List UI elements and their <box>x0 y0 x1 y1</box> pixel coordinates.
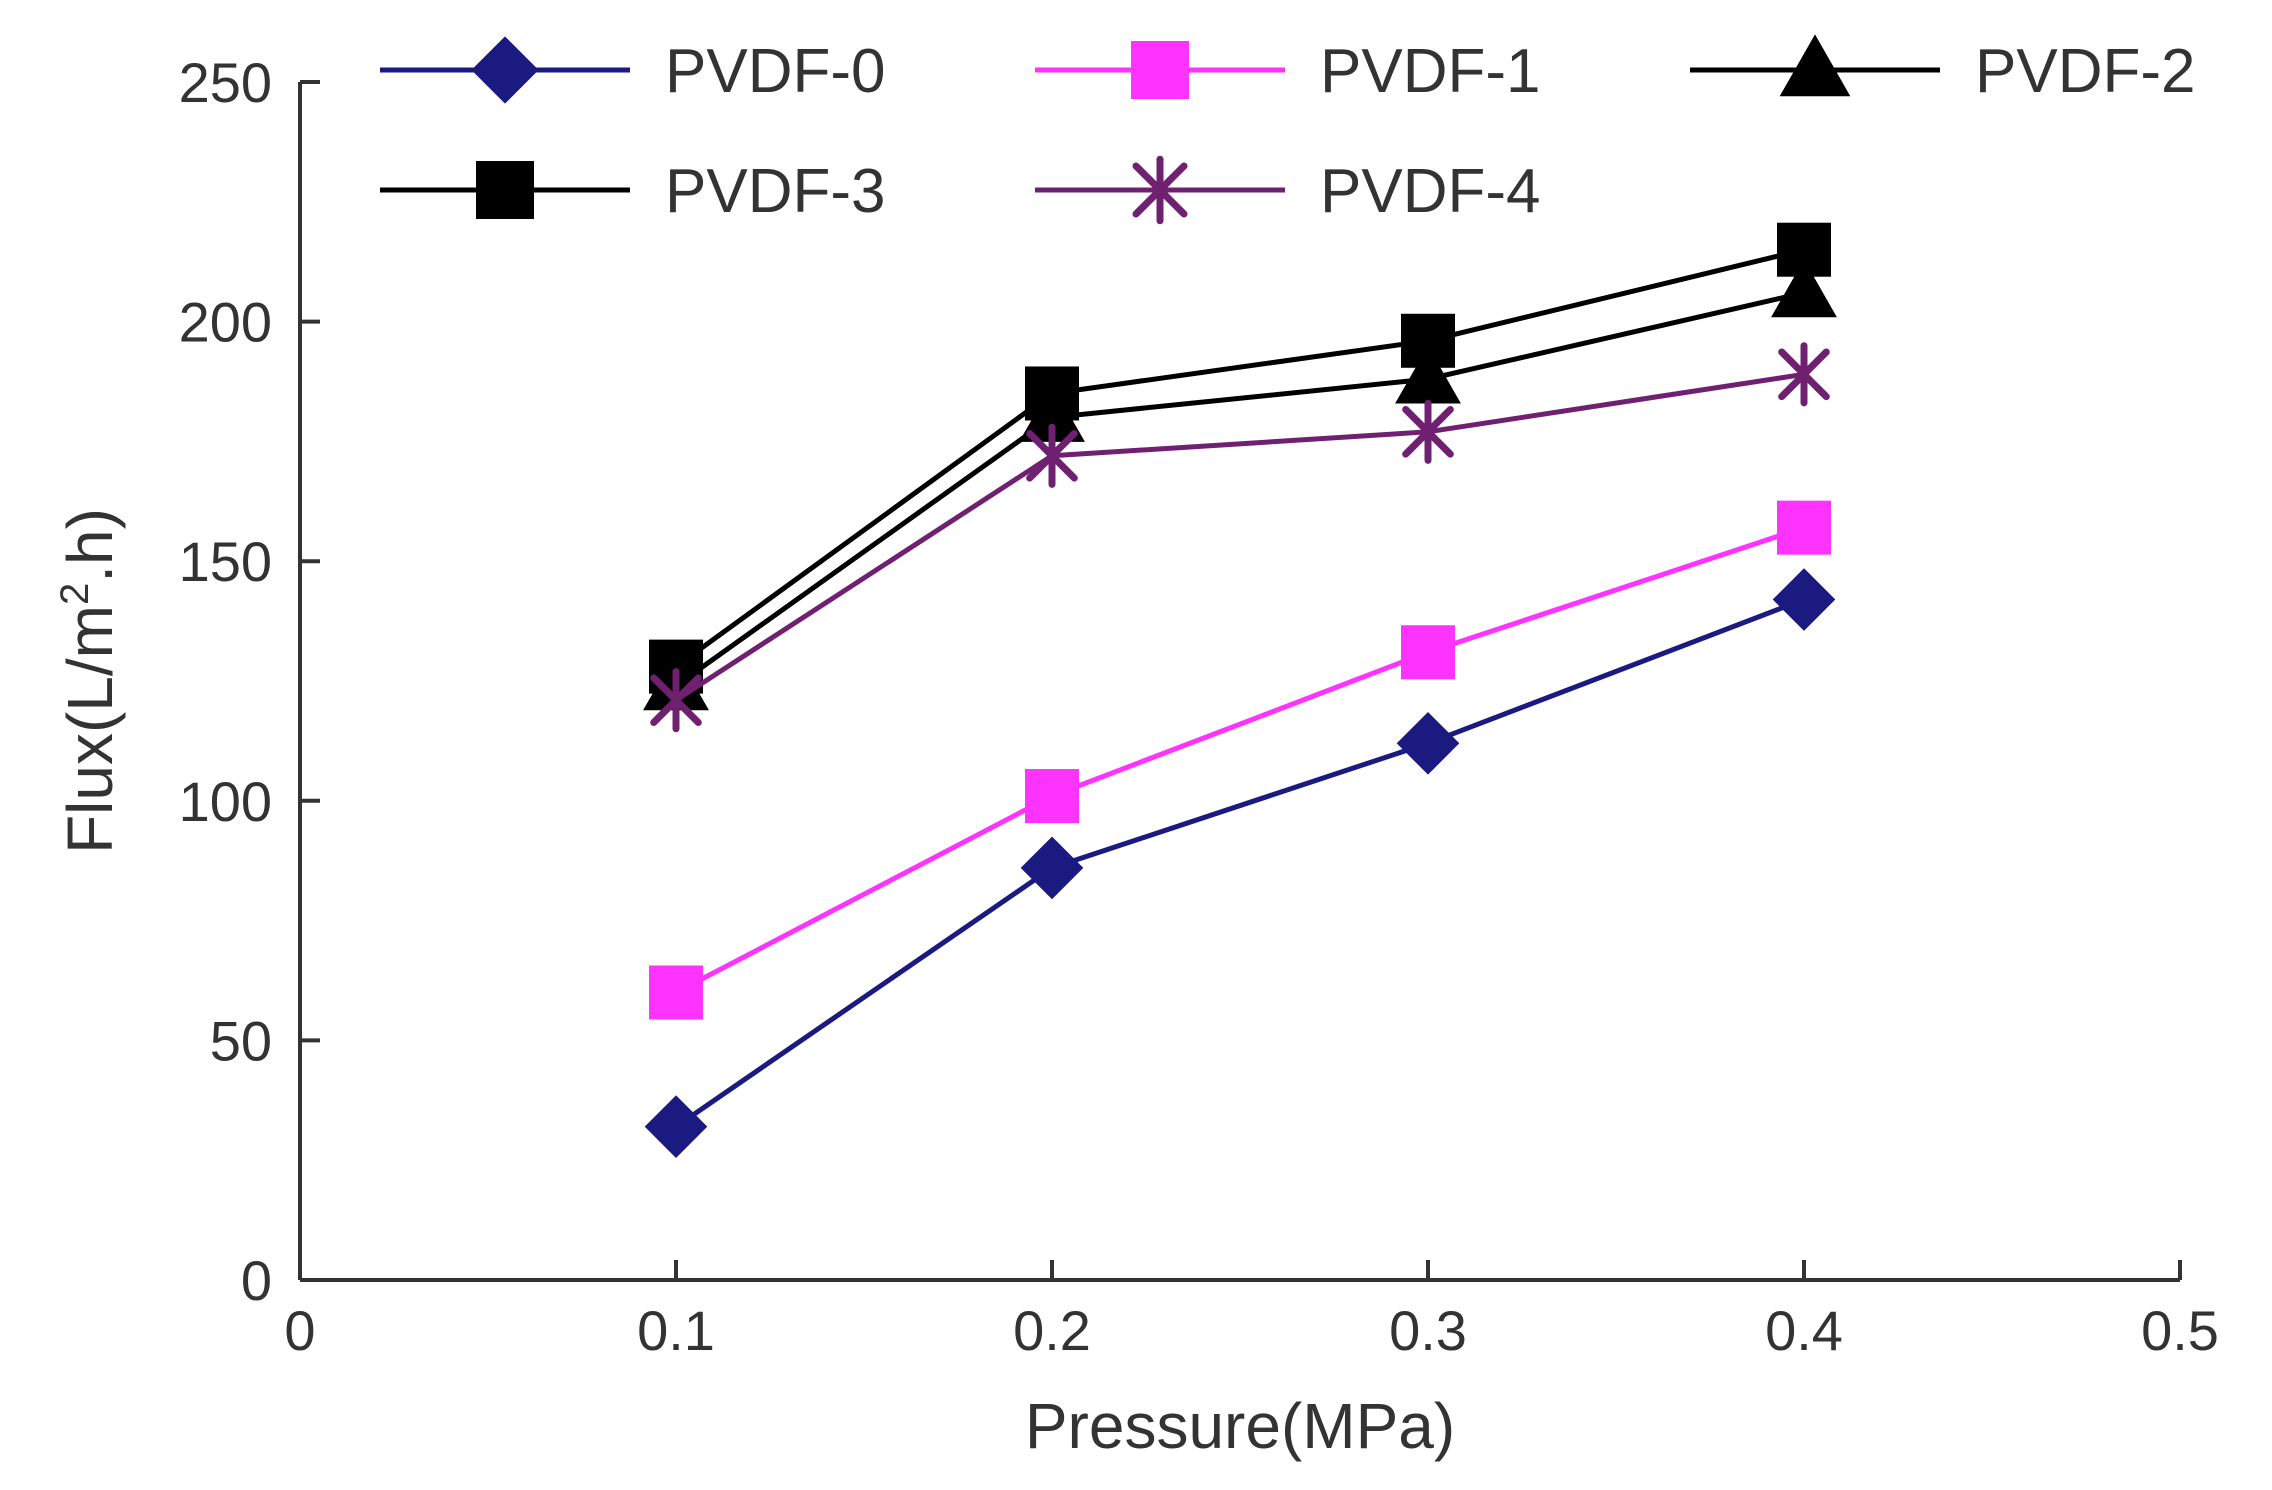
data-point-pvdf-2 <box>1771 259 1837 318</box>
data-point-pvdf-0 <box>1772 568 1836 631</box>
legend-label: PVDF-2 <box>1975 37 2195 106</box>
axis-ticks: 0 0.1 0.2 0.3 0.4 0.5 0 50 100 150 200 250 <box>179 51 2219 1362</box>
y-tick-label: 0 <box>241 1249 272 1312</box>
data-point-pvdf-1 <box>649 965 703 1020</box>
legend-item-pvdf-0: PVDF-0 <box>380 36 885 106</box>
series-pvdf-1 <box>649 500 1831 1020</box>
asterisk-stroke <box>1026 429 1078 482</box>
data-point-pvdf-4 <box>1778 342 1830 407</box>
data-point-pvdf-0 <box>644 1095 708 1158</box>
legend-item-pvdf-2: PVDF-2 <box>1690 34 2195 106</box>
series-line-pvdf-0 <box>674 597 1805 1129</box>
data-point-pvdf-4 <box>650 668 702 733</box>
y-axis-title-prefix: Flux(L/m <box>54 605 126 854</box>
x-tick-label: 0.2 <box>1013 1299 1091 1362</box>
legend-marker <box>1131 41 1189 99</box>
x-tick-label: 0.5 <box>2141 1299 2219 1362</box>
data-point-pvdf-1 <box>1401 625 1455 680</box>
legend-label: PVDF-3 <box>665 157 885 226</box>
series-line-pvdf-3 <box>674 247 1805 669</box>
data-point-pvdf-3 <box>1401 313 1455 368</box>
legend-marker <box>471 36 539 104</box>
legend-marker <box>476 161 534 219</box>
legend-label: PVDF-0 <box>665 37 885 106</box>
series-line-pvdf-4 <box>674 371 1805 703</box>
y-tick-label: 100 <box>179 770 272 833</box>
x-tick-label: 0.4 <box>1765 1299 1843 1362</box>
data-point-pvdf-0 <box>1020 836 1084 900</box>
legend-marker <box>1779 34 1851 97</box>
x-tick-label: 0.3 <box>1389 1299 1467 1362</box>
legend-label: PVDF-4 <box>1320 157 1540 226</box>
x-tick-label: 0 <box>284 1299 315 1362</box>
data-point-pvdf-4 <box>1026 423 1078 488</box>
asterisk-stroke <box>650 674 702 726</box>
series-line-pvdf-2 <box>674 290 1805 688</box>
legend-item-pvdf-4: PVDF-4 <box>1035 155 1540 226</box>
legend-item-pvdf-3: PVDF-3 <box>380 157 885 226</box>
data-point-pvdf-1 <box>1025 769 1079 824</box>
y-tick-label: 250 <box>179 51 272 114</box>
series-pvdf-0 <box>644 568 1836 1158</box>
data-point-pvdf-0 <box>1396 711 1460 775</box>
asterisk-stroke <box>1778 348 1830 401</box>
data-point-pvdf-3 <box>1025 366 1079 421</box>
asterisk-stroke <box>1402 406 1454 458</box>
y-axis-title: Flux(L/m2.h) <box>53 508 126 854</box>
legend-item-pvdf-1: PVDF-1 <box>1035 37 1540 106</box>
legend-label: PVDF-1 <box>1320 37 1540 106</box>
asterisk-stroke <box>1132 162 1188 218</box>
y-tick-label: 150 <box>179 530 272 593</box>
series-pvdf-4 <box>650 342 1830 733</box>
y-axis-title-suffix: .h) <box>54 508 126 583</box>
y-axis-title-superscript: 2 <box>53 583 97 605</box>
data-point-pvdf-4 <box>1402 399 1454 464</box>
axes <box>298 82 2180 1282</box>
y-tick-label: 200 <box>179 291 272 354</box>
y-tick-label: 50 <box>210 1009 272 1072</box>
data-point-pvdf-3 <box>1777 222 1831 277</box>
series-pvdf-3 <box>649 222 1831 694</box>
x-axis-title: Pressure(MPa) <box>1025 1390 1455 1462</box>
series-pvdf-2 <box>643 259 1837 711</box>
x-tick-label: 0.1 <box>637 1299 715 1362</box>
legend: PVDF-0 PVDF-1 PVDF-2 PVDF-3 PVDF-4 <box>380 34 2195 226</box>
series-line-pvdf-1 <box>674 525 1805 995</box>
data-point-pvdf-1 <box>1777 500 1831 555</box>
data-series <box>643 222 1837 1158</box>
legend-marker <box>1132 155 1188 225</box>
